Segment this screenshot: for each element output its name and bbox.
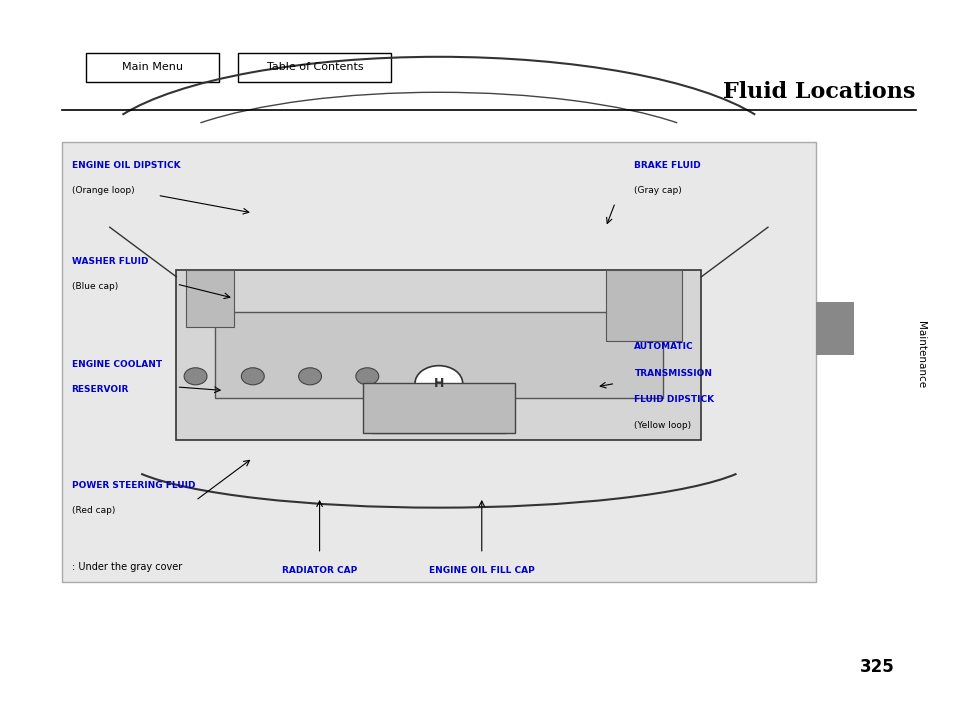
Text: Main Menu: Main Menu [122, 62, 183, 72]
Text: ENGINE OIL FILL CAP: ENGINE OIL FILL CAP [429, 566, 534, 575]
Text: TRANSMISSION: TRANSMISSION [634, 368, 712, 378]
Text: RESERVOIR: RESERVOIR [71, 385, 129, 394]
FancyBboxPatch shape [86, 53, 219, 82]
Text: BRAKE FLUID: BRAKE FLUID [634, 161, 700, 170]
Text: Table of Contents: Table of Contents [266, 62, 363, 72]
Bar [186, 270, 233, 327]
Circle shape [355, 368, 378, 385]
Text: ENGINE COOLANT: ENGINE COOLANT [71, 360, 161, 369]
Text: RADIATOR CAP: RADIATOR CAP [282, 566, 356, 575]
Circle shape [241, 368, 264, 385]
Circle shape [415, 366, 462, 401]
Bar [372, 398, 505, 433]
Text: H: H [434, 377, 443, 390]
Text: (Orange loop): (Orange loop) [71, 186, 134, 195]
Text: (Red cap): (Red cap) [71, 506, 114, 515]
Bar [362, 383, 515, 433]
Text: (Blue cap): (Blue cap) [71, 282, 117, 291]
Circle shape [184, 368, 207, 385]
Text: Maintenance: Maintenance [915, 322, 924, 388]
Bar [605, 270, 681, 341]
Bar [214, 312, 662, 398]
Text: FLUID DIPSTICK: FLUID DIPSTICK [634, 395, 714, 404]
Text: : Under the gray cover: : Under the gray cover [71, 562, 182, 572]
Text: (Gray cap): (Gray cap) [634, 186, 681, 195]
Bar [62, 142, 815, 582]
Text: Fluid Locations: Fluid Locations [722, 81, 915, 103]
Bar [815, 302, 853, 355]
FancyBboxPatch shape [238, 53, 391, 82]
Bar [176, 270, 700, 440]
Text: 325: 325 [860, 658, 894, 677]
Text: POWER STEERING FLUID: POWER STEERING FLUID [71, 481, 194, 490]
Text: ENGINE OIL DIPSTICK: ENGINE OIL DIPSTICK [71, 161, 180, 170]
Text: AUTOMATIC: AUTOMATIC [634, 342, 694, 351]
Circle shape [298, 368, 321, 385]
Text: (Yellow loop): (Yellow loop) [634, 421, 691, 430]
Text: WASHER FLUID: WASHER FLUID [71, 257, 148, 266]
